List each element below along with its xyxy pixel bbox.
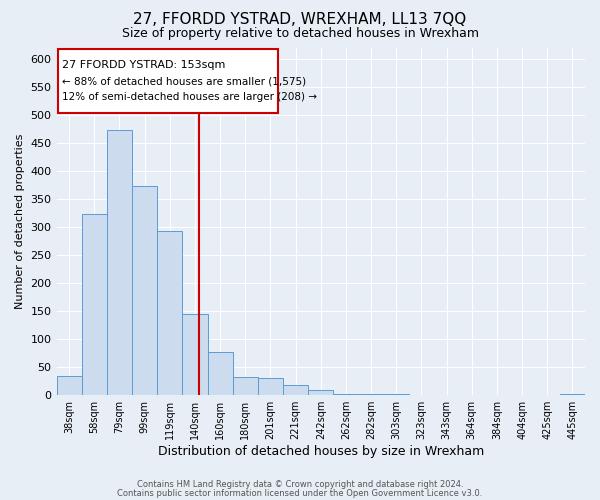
Bar [107,130,132,394]
Y-axis label: Number of detached properties: Number of detached properties [15,134,25,309]
Text: Contains public sector information licensed under the Open Government Licence v3: Contains public sector information licen… [118,488,482,498]
Text: Size of property relative to detached houses in Wrexham: Size of property relative to detached ho… [121,28,479,40]
Bar [258,378,283,394]
Text: Contains HM Land Registry data © Crown copyright and database right 2024.: Contains HM Land Registry data © Crown c… [137,480,463,489]
Bar [132,186,157,394]
Bar [157,231,182,394]
Bar [82,214,107,394]
Bar [283,385,308,394]
Bar [56,376,82,394]
Bar [182,314,208,394]
Text: ← 88% of detached houses are smaller (1,575): ← 88% of detached houses are smaller (1,… [62,76,305,86]
Bar [208,352,233,395]
Bar [58,48,278,113]
X-axis label: Distribution of detached houses by size in Wrexham: Distribution of detached houses by size … [158,444,484,458]
Text: 27, FFORDD YSTRAD, WREXHAM, LL13 7QQ: 27, FFORDD YSTRAD, WREXHAM, LL13 7QQ [133,12,467,28]
Text: 12% of semi-detached houses are larger (208) →: 12% of semi-detached houses are larger (… [62,92,317,102]
Text: 27 FFORDD YSTRAD: 153sqm: 27 FFORDD YSTRAD: 153sqm [62,60,225,70]
Bar [308,390,334,394]
Bar [233,377,258,394]
